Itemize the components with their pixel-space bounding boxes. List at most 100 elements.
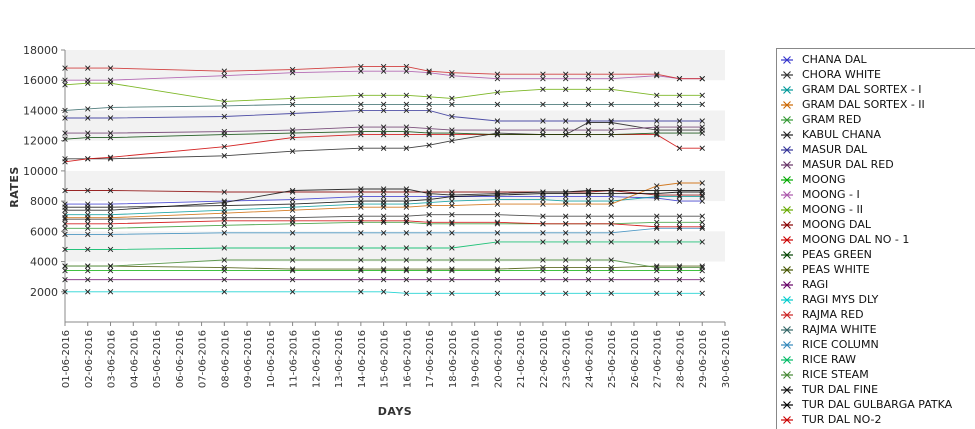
data-point-marker <box>540 257 546 263</box>
data-point-marker <box>380 128 387 135</box>
data-point-marker <box>449 266 455 272</box>
data-point-marker <box>494 131 501 138</box>
data-point-marker <box>107 80 114 86</box>
data-point-marker <box>358 218 364 224</box>
data-point-marker <box>676 75 683 82</box>
data-point-marker <box>699 180 705 186</box>
data-point-marker <box>403 63 410 70</box>
data-point-marker <box>699 264 705 271</box>
legend-marker-icon <box>781 326 793 334</box>
legend-item: RAJMA WHITE <box>777 322 975 337</box>
data-point-marker <box>562 290 569 297</box>
data-point-marker <box>221 68 228 74</box>
y-tick-label: 14000 <box>23 104 58 117</box>
data-point-marker <box>380 101 387 108</box>
data-point-marker <box>449 95 455 102</box>
series-13 <box>62 128 705 142</box>
data-point-marker <box>85 65 91 71</box>
data-point-marker <box>426 202 432 209</box>
data-point-marker <box>540 230 546 236</box>
data-point-marker <box>403 257 410 263</box>
data-point-marker <box>358 124 364 130</box>
data-point-marker <box>380 245 387 251</box>
data-point-marker <box>289 95 296 102</box>
data-point-marker <box>608 230 614 236</box>
series-line <box>64 103 703 111</box>
data-point-marker <box>494 219 501 225</box>
data-point-marker <box>62 204 68 210</box>
legend-label: MOONG - I <box>802 188 860 201</box>
legend-label: PEAS WHITE <box>802 263 870 276</box>
data-point-marker <box>562 86 569 93</box>
series-line <box>65 265 703 270</box>
legend-item: KABUL CHANA <box>777 127 975 142</box>
legend-item: RICE STEAM <box>777 367 975 382</box>
data-point-marker <box>654 264 660 271</box>
data-point-marker <box>289 266 296 272</box>
data-point-marker <box>540 290 546 297</box>
data-point-marker <box>221 222 228 229</box>
data-point-marker <box>426 101 432 108</box>
data-point-marker <box>562 230 569 236</box>
data-point-marker <box>676 101 683 108</box>
data-point-marker <box>221 218 228 224</box>
legend-item: RICE COLUMN <box>777 337 975 352</box>
legend-marker-icon <box>781 236 793 244</box>
data-point-marker <box>289 130 296 136</box>
data-point-marker <box>494 290 501 297</box>
data-point-marker <box>540 201 546 207</box>
data-point-marker <box>540 71 546 77</box>
data-point-marker <box>676 124 683 130</box>
data-point-marker <box>608 131 614 138</box>
data-point-marker <box>562 239 569 245</box>
data-point-marker <box>107 276 114 283</box>
data-point-marker <box>85 134 91 141</box>
legend-label: PEAS GREEN <box>802 248 872 261</box>
grid-band <box>65 231 725 262</box>
x-tick-label: 11-06-2016 <box>289 330 300 388</box>
series-24 <box>62 218 705 230</box>
data-point-marker <box>540 190 546 197</box>
y-axis-ticks: 2000 4000 6000 8000 10000 12000 14000 16000 1800… <box>23 44 65 299</box>
data-point-marker <box>85 215 91 221</box>
data-point-marker <box>62 221 68 227</box>
data-point-marker <box>699 219 705 225</box>
data-point-marker <box>221 189 228 195</box>
data-point-marker <box>426 276 432 283</box>
x-tick-label: 20-06-2016 <box>493 330 504 388</box>
data-point-marker <box>494 211 501 218</box>
data-point-marker <box>380 257 387 263</box>
data-point-marker <box>62 289 68 295</box>
data-point-marker <box>403 145 410 151</box>
data-point-marker <box>654 130 660 136</box>
series-line <box>65 70 703 81</box>
data-point-marker <box>85 263 91 269</box>
data-point-marker <box>221 153 228 159</box>
data-point-marker <box>699 276 705 283</box>
data-point-marker <box>585 213 592 219</box>
series-3 <box>62 180 705 221</box>
data-point-marker <box>676 198 683 204</box>
data-point-marker <box>426 196 432 203</box>
data-point-marker <box>676 290 683 297</box>
data-point-marker <box>699 198 705 204</box>
legend-item: GRAM DAL SORTEX - II <box>777 97 975 112</box>
data-point-marker <box>358 145 364 151</box>
x-tick-label: 27-06-2016 <box>653 330 664 388</box>
series-line <box>65 291 703 294</box>
data-point-marker <box>107 289 114 295</box>
data-point-marker <box>676 92 683 99</box>
series-line <box>65 182 703 219</box>
data-point-marker <box>654 124 660 130</box>
legend: CHANA DAL CHORA WHITE GRAM DAL SORTEX - I G… <box>776 48 975 429</box>
legend-item: RAGI <box>777 277 975 292</box>
series-1 <box>62 211 705 222</box>
legend-item: TUR DAL FINE <box>777 382 975 397</box>
series-line <box>65 227 703 235</box>
data-point-marker <box>699 101 705 108</box>
data-point-marker <box>403 276 410 283</box>
data-point-marker <box>62 65 68 71</box>
data-point-marker <box>85 130 91 136</box>
line-chart: 2000 4000 6000 8000 10000 12000 14000 16000 1800… <box>8 44 732 418</box>
series-10 <box>62 80 705 105</box>
